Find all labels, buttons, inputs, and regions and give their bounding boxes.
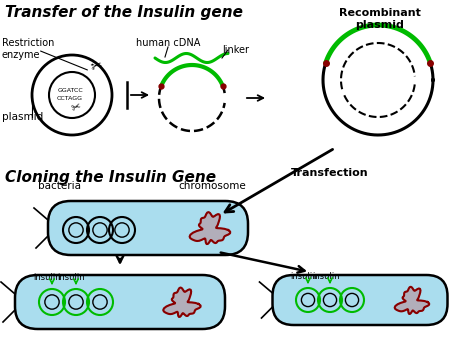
Text: Recombinant
plasmid: Recombinant plasmid (339, 8, 421, 30)
Text: chromosome: chromosome (178, 181, 246, 191)
FancyBboxPatch shape (48, 201, 248, 255)
Text: ✂: ✂ (70, 102, 82, 114)
Text: human cDNA: human cDNA (136, 38, 200, 48)
Text: bacteria: bacteria (38, 181, 81, 191)
Polygon shape (189, 212, 230, 244)
Text: insulin: insulin (312, 272, 340, 281)
Text: insulin: insulin (33, 273, 61, 282)
Text: Transfection: Transfection (291, 168, 369, 178)
Text: insulin: insulin (57, 273, 85, 282)
Polygon shape (163, 288, 201, 317)
Text: plasmid: plasmid (2, 112, 43, 122)
Text: Restriction
enzyme: Restriction enzyme (2, 38, 54, 60)
Text: CCTAGG: CCTAGG (57, 96, 83, 102)
FancyBboxPatch shape (15, 275, 225, 329)
Text: Cloning the Insulin Gene: Cloning the Insulin Gene (5, 170, 216, 185)
Text: ✂: ✂ (90, 59, 104, 75)
FancyBboxPatch shape (273, 275, 447, 325)
Text: insulin: insulin (290, 272, 318, 281)
Text: Transfer of the Insulin gene: Transfer of the Insulin gene (5, 5, 243, 20)
Polygon shape (395, 287, 429, 314)
Text: GGATCC: GGATCC (57, 89, 83, 93)
Text: linker: linker (222, 45, 249, 55)
